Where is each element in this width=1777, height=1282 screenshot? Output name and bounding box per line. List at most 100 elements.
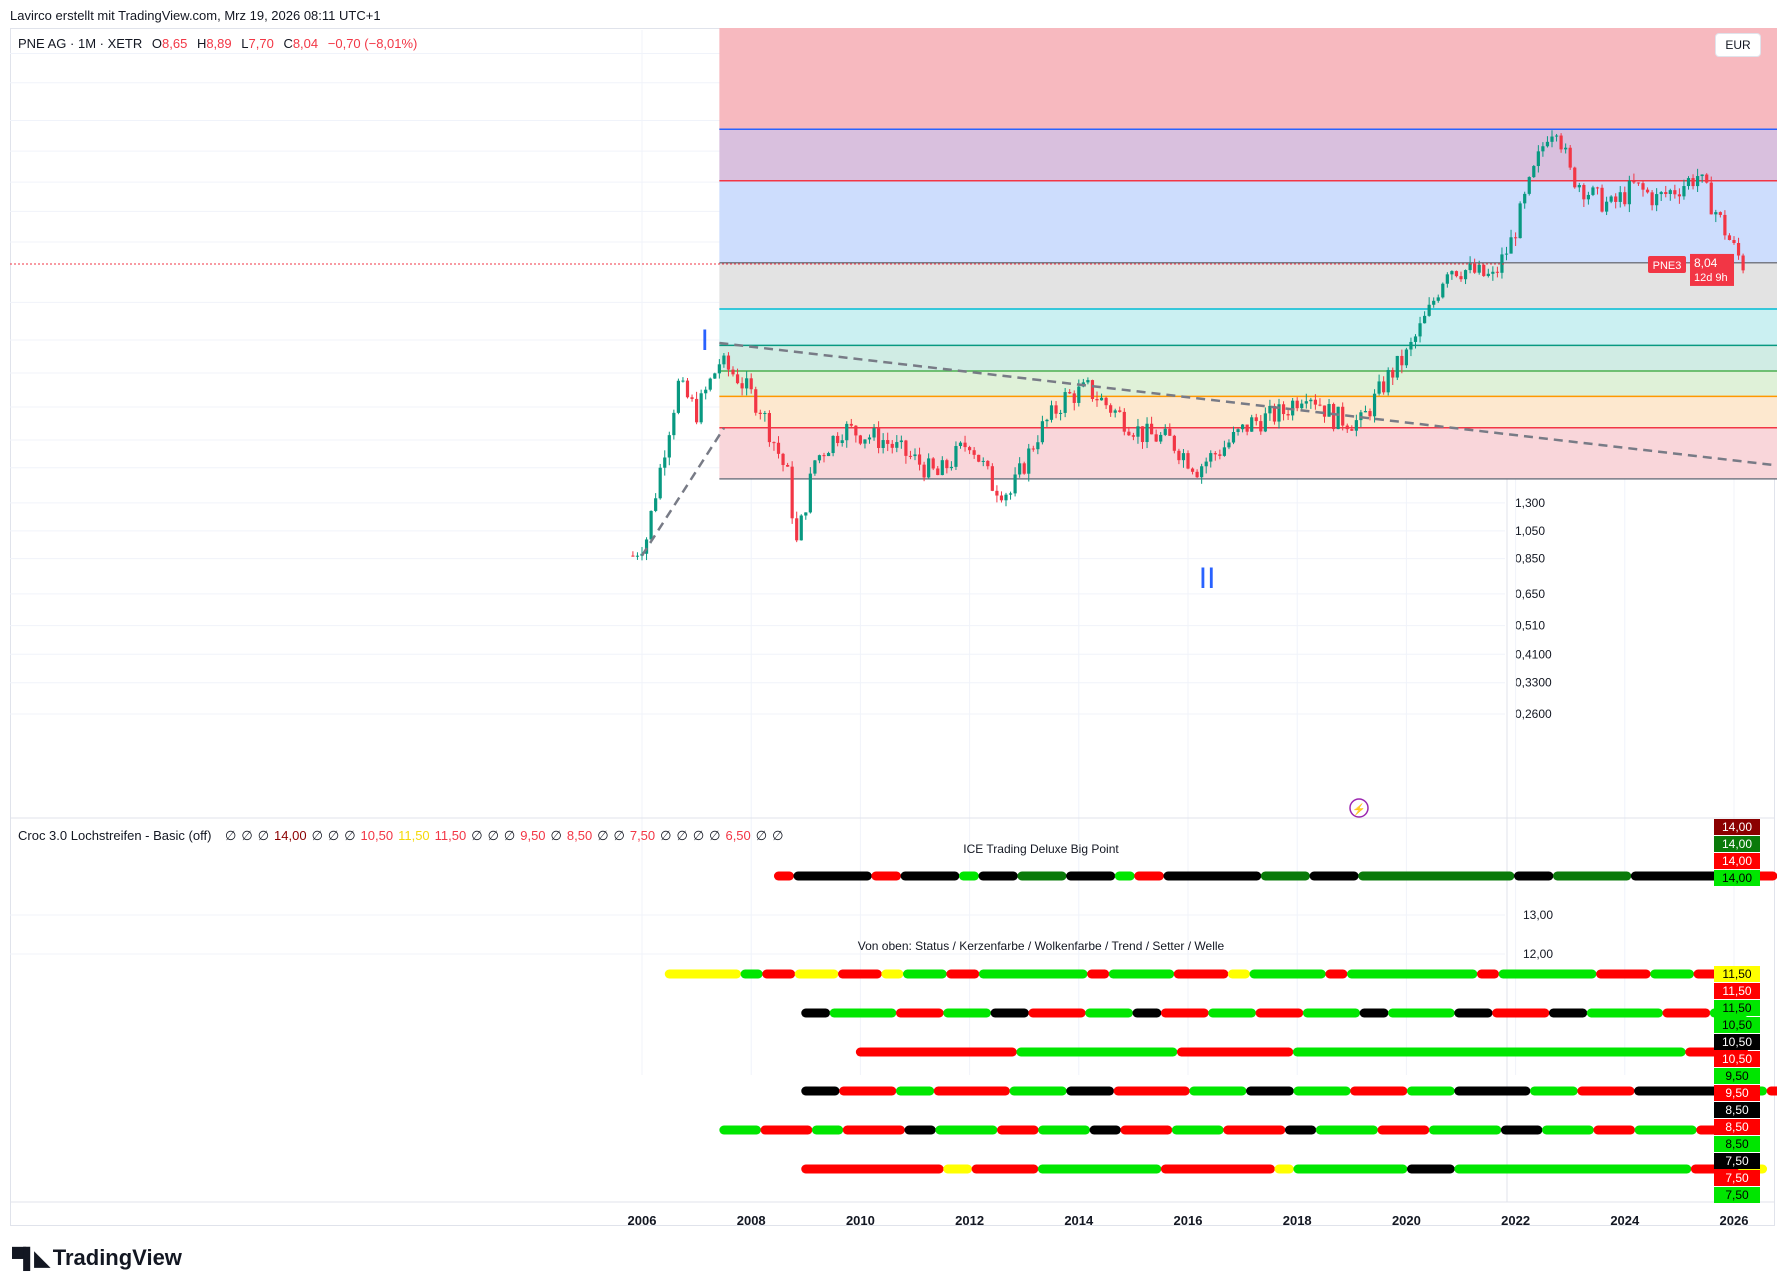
candle-body <box>1054 405 1058 414</box>
currency-button[interactable]: EUR <box>1715 33 1761 57</box>
candle-body <box>1186 453 1190 469</box>
strip-segment <box>990 1008 1029 1018</box>
candle-body <box>1623 192 1627 205</box>
indicator-value-19: ∅ <box>660 828 672 843</box>
indicator-value-25: ∅ <box>772 828 784 843</box>
candle-body <box>922 464 926 478</box>
strip-segment <box>978 871 1018 881</box>
candle-body <box>1095 398 1099 401</box>
wave-label-2: II <box>1199 562 1216 595</box>
candle-body <box>1277 404 1281 422</box>
candle-body <box>1650 192 1654 206</box>
candle-body <box>695 398 699 423</box>
strip-segment <box>1302 1008 1361 1018</box>
strip-segment <box>1662 1008 1711 1018</box>
candle-body <box>1172 435 1176 451</box>
strip-segment <box>794 969 839 979</box>
candle-body <box>890 443 894 448</box>
candle-body <box>904 440 908 456</box>
ind-label-box <box>1714 966 1760 982</box>
candle-body <box>685 380 690 398</box>
candle-body <box>735 374 740 384</box>
candle-body <box>1591 187 1595 195</box>
candle-body <box>1586 194 1590 200</box>
candle-body <box>754 389 758 413</box>
candle-body <box>1705 174 1709 183</box>
strip-segment <box>1037 1164 1162 1174</box>
candle-body <box>1677 194 1681 197</box>
candle-body <box>1332 404 1336 430</box>
strip-0 <box>773 871 1777 881</box>
strip-segment <box>719 1125 761 1135</box>
tradingview-logo[interactable]: ▀▌◣ TradingView <box>12 1245 182 1271</box>
y-tick-label-16: 0,650 <box>1515 587 1545 601</box>
ind-label-box <box>1714 1051 1760 1067</box>
indicator-legend: Croc 3.0 Lochstreifen - Basic (off) ∅ ∅ ∅ 1… <box>18 828 783 844</box>
candle-body <box>927 458 931 478</box>
candle-body <box>1473 263 1477 273</box>
strip-segment <box>1108 969 1175 979</box>
strip-segment <box>801 1086 840 1096</box>
price-tag-countdown: 12d 9h <box>1694 272 1728 284</box>
ind-label-text-14: 8,50 <box>1725 1137 1749 1151</box>
wave-label-1: I <box>701 324 709 357</box>
candle-body <box>1068 392 1072 394</box>
candle-body <box>804 512 808 516</box>
ind-label-text-1: 14,00 <box>1722 837 1752 851</box>
strip-segment <box>1529 1086 1578 1096</box>
candle-body <box>836 435 840 444</box>
y-tick-label-19: 0,3300 <box>1515 676 1552 690</box>
candle-body <box>1136 426 1140 437</box>
candle-body <box>1618 192 1622 202</box>
candle-body <box>899 440 903 443</box>
fib-zone <box>719 129 1777 181</box>
candle-body <box>681 380 685 382</box>
candle-body <box>1427 304 1431 316</box>
candle-body <box>1714 212 1718 215</box>
candle-body <box>699 393 703 423</box>
strip-1 <box>664 969 1749 979</box>
strip-5 <box>719 1125 1759 1135</box>
candle-body <box>1099 397 1104 401</box>
x-tick-label-3: 2012 <box>955 1213 984 1228</box>
strip-segment <box>1223 1125 1286 1135</box>
ind-label-text-16: 7,50 <box>1725 1171 1749 1185</box>
candles <box>631 130 1745 561</box>
strip-segment <box>1017 871 1067 881</box>
candle-body <box>1286 414 1290 416</box>
strip-segment <box>895 1086 935 1096</box>
ind-label-box <box>1714 1017 1760 1033</box>
candle-body <box>822 455 826 457</box>
candle-body <box>672 412 676 436</box>
x-tick-label-9: 2024 <box>1610 1213 1640 1228</box>
candle-body <box>690 397 694 399</box>
symbol-name[interactable]: PNE AG · 1M · XETR <box>18 36 143 51</box>
strip-segment <box>1089 1125 1121 1135</box>
candle-body <box>767 413 771 443</box>
strip-segment <box>1176 1047 1294 1057</box>
candle-body <box>1022 463 1026 474</box>
price-tag <box>1690 253 1734 286</box>
ind-label-text-10: 9,50 <box>1725 1069 1749 1083</box>
strip-segment <box>1388 1008 1455 1018</box>
candle-body <box>1268 405 1272 414</box>
strip-segment <box>1634 1125 1697 1135</box>
strip-segment <box>762 969 796 979</box>
candle-body <box>1686 178 1691 187</box>
candle-body <box>1595 187 1600 189</box>
strip-segment <box>902 969 947 979</box>
candle-body <box>1090 380 1095 399</box>
high-label: H <box>196 36 207 51</box>
strip-segment <box>1492 1008 1550 1018</box>
candle-body <box>1454 271 1459 277</box>
candle-body <box>949 466 953 469</box>
symbol-legend: PNE AG · 1M · XETR O8,65 H8,89 L7,70 C8,… <box>18 36 417 51</box>
strip-segment <box>1541 1125 1594 1135</box>
candle-body <box>867 437 872 440</box>
strip-segment <box>958 871 979 881</box>
strip-segment <box>1428 1125 1502 1135</box>
indicator-name[interactable]: Croc 3.0 Lochstreifen - Basic (off) <box>18 828 212 843</box>
candle-body <box>1436 297 1440 301</box>
candle-body <box>1532 166 1536 178</box>
